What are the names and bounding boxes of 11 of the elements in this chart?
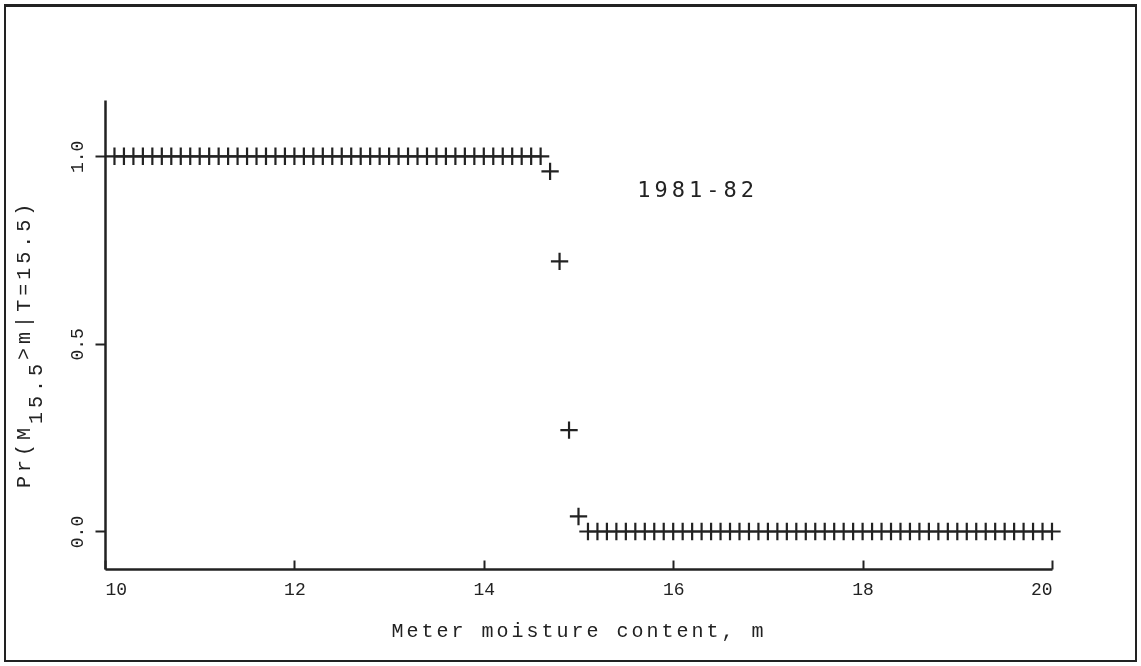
- y-tick-label: 1.0: [67, 140, 88, 173]
- x-tick-label: 10: [105, 579, 128, 600]
- x-tick-label: 18: [852, 579, 874, 600]
- y-tick-label: 0.5: [67, 328, 88, 361]
- x-tick-label: 14: [473, 579, 496, 600]
- x-tick-label: 20: [1030, 579, 1053, 600]
- annotation: 1981-82: [637, 177, 758, 203]
- x-tick-label: 12: [284, 579, 306, 600]
- x-axis-title: Meter moisture content, m: [391, 619, 767, 643]
- y-tick-label: 0.0: [67, 515, 88, 549]
- x-tick-label: 16: [662, 579, 685, 600]
